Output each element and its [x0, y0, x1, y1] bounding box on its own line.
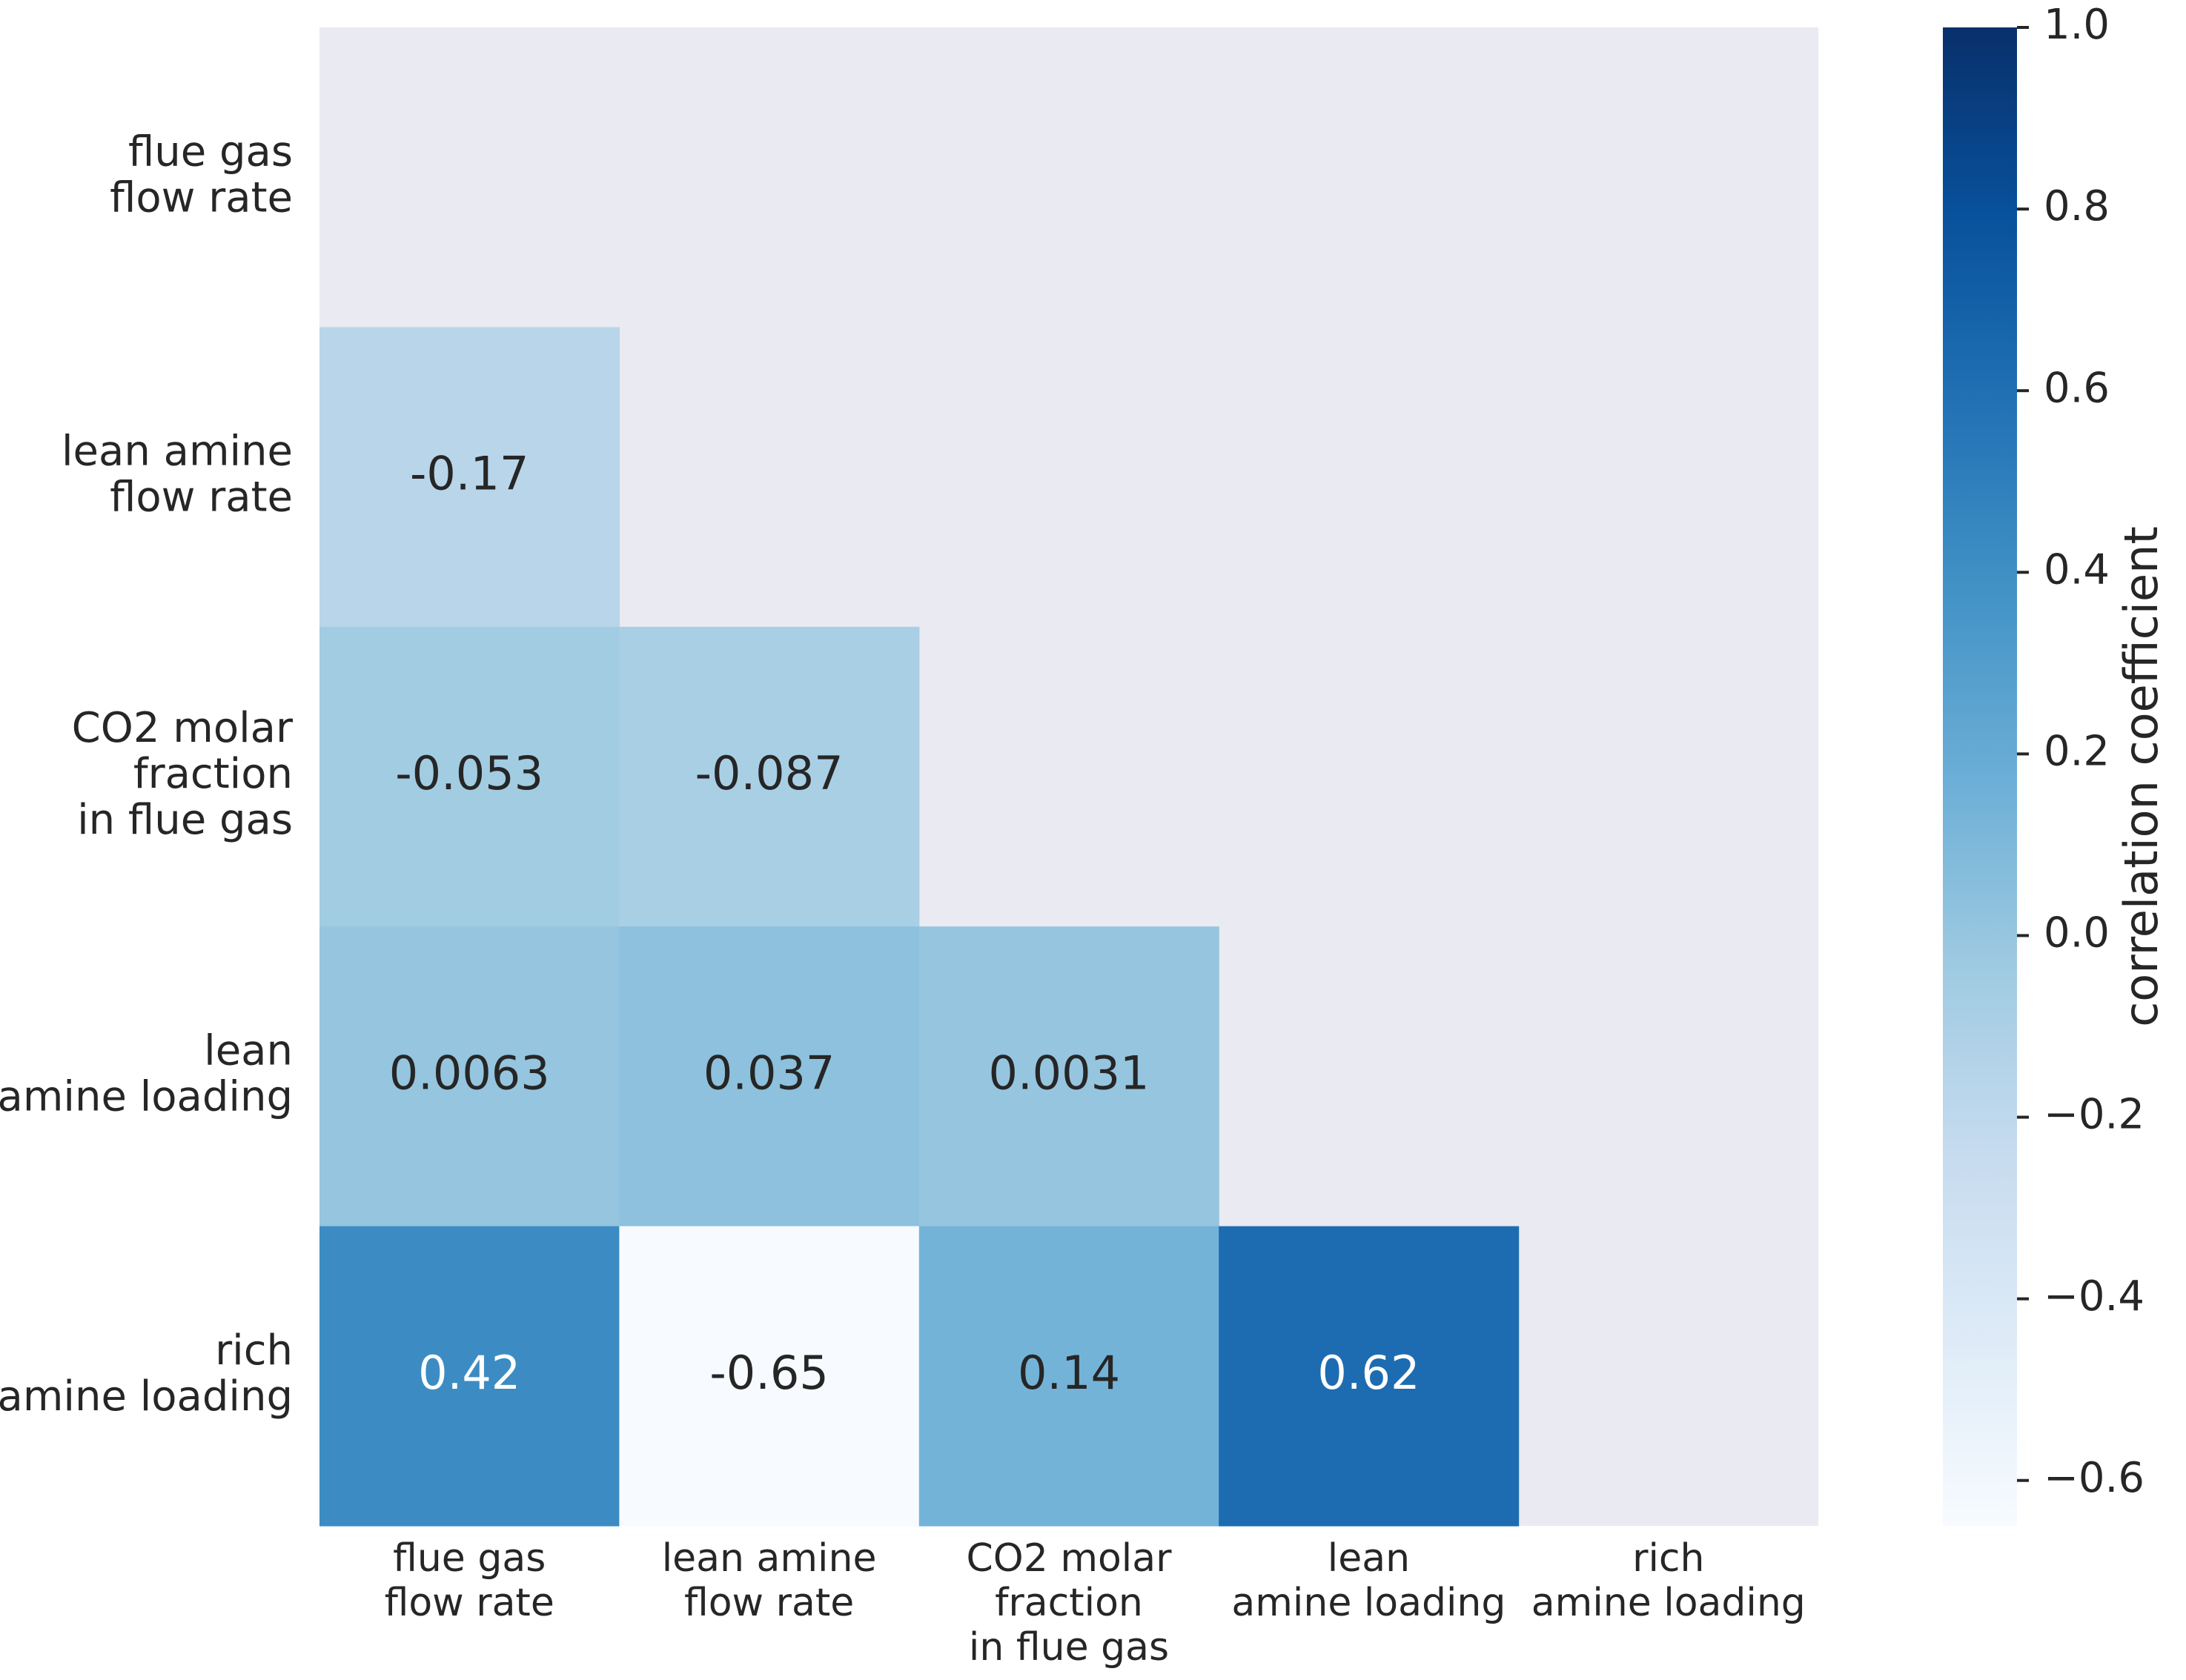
- colorbar-tick-label: −0.2: [2044, 1091, 2144, 1139]
- y-axis-label-line: lean: [204, 1027, 293, 1075]
- y-axis-label-line: flue gas: [128, 127, 293, 176]
- y-axis-label-line: CO2 molar: [72, 704, 294, 752]
- x-axis-label: lean amine flow rate: [662, 1536, 877, 1625]
- heatmap-cell: [319, 327, 620, 628]
- x-axis-label: lean amine loading: [1231, 1536, 1506, 1625]
- y-axis-label: lean amine loading: [0, 1027, 293, 1121]
- colorbar-tick-label: 0.8: [2044, 182, 2110, 230]
- x-axis-label-line: in flue gas: [969, 1625, 1169, 1670]
- x-axis-label-line: flue gas: [393, 1536, 546, 1581]
- x-axis-label-line: lean amine: [662, 1536, 877, 1581]
- x-axis-label: flue gas flow rate: [385, 1536, 554, 1625]
- cell-value-label: 0.14: [1018, 1346, 1120, 1400]
- x-axis-label-line: lean: [1328, 1536, 1410, 1581]
- heatmap-cell: [918, 1226, 1219, 1527]
- x-axis-label-line: amine loading: [1531, 1581, 1806, 1625]
- colorbar-tick-label: 0.6: [2044, 364, 2110, 412]
- heatmap-cells: -0.17 -0.053 -0.087 0.0063 0.037 0.0031 0.42 -0…: [319, 327, 1520, 1527]
- colorbar: −0.6 −0.4 −0.2 0.0 0.2 0.4 0.6 0.8 1.0 correlatio…: [1943, 1, 2168, 1526]
- heatmap-cell: [918, 926, 1219, 1227]
- heatmap-cell: [619, 926, 920, 1227]
- heatmap-cell: [619, 626, 920, 927]
- x-axis-label-line: rich: [1632, 1536, 1704, 1581]
- y-axis-label-line: flow rate: [110, 474, 293, 522]
- y-axis-label: rich amine loading: [0, 1327, 293, 1421]
- y-axis-label-line: fraction: [133, 750, 293, 798]
- heatmap-cell: [319, 626, 620, 927]
- cell-value-label: -0.65: [709, 1346, 828, 1400]
- x-axis-label: CO2 molar fraction in flue gas: [966, 1536, 1172, 1670]
- cell-value-label: 0.037: [703, 1046, 835, 1100]
- heatmap-cell: [1219, 1226, 1520, 1527]
- colorbar-tick-label: 0.2: [2044, 728, 2110, 776]
- heatmap-cell: [619, 1226, 920, 1527]
- x-axis-label-line: flow rate: [385, 1581, 554, 1625]
- y-axis-label-line: lean amine: [62, 428, 293, 476]
- y-axis-label-line: flow rate: [110, 173, 293, 222]
- cell-value-label: 0.0063: [389, 1046, 550, 1100]
- heatmap-cell: [319, 1226, 620, 1527]
- x-axis-label-line: flow rate: [684, 1581, 854, 1625]
- colorbar-gradient: [1943, 27, 2017, 1526]
- cell-value-label: 0.62: [1317, 1346, 1420, 1400]
- x-axis-label-line: CO2 molar: [966, 1536, 1172, 1581]
- colorbar-title: correlation coefficient: [2114, 526, 2168, 1027]
- heatmap-cell: [319, 926, 620, 1227]
- y-axis-label-line: rich: [215, 1327, 293, 1375]
- colorbar-tick-label: 1.0: [2044, 1, 2110, 49]
- y-axis-label: flue gas flow rate: [110, 127, 293, 222]
- cell-value-label: 0.0031: [989, 1046, 1150, 1100]
- y-axis-label: lean amine flow rate: [62, 428, 293, 522]
- x-axis-label-line: amine loading: [1231, 1581, 1506, 1625]
- cell-value-label: -0.17: [410, 447, 529, 501]
- x-axis-label: rich amine loading: [1531, 1536, 1806, 1625]
- y-axis-label-line: amine loading: [0, 1372, 293, 1421]
- y-axis-label-line: in flue gas: [77, 796, 293, 844]
- cell-value-label: -0.053: [395, 746, 543, 800]
- colorbar-tick-label: 0.0: [2044, 909, 2110, 957]
- y-axis-label-line: amine loading: [0, 1073, 293, 1121]
- cell-value-label: -0.087: [695, 746, 844, 800]
- cell-value-label: 0.42: [418, 1346, 520, 1400]
- colorbar-tick-label: −0.6: [2044, 1454, 2144, 1502]
- x-axis-label-line: fraction: [995, 1581, 1143, 1625]
- colorbar-tick-label: 0.4: [2044, 545, 2110, 594]
- colorbar-tick-label: −0.4: [2044, 1272, 2144, 1321]
- y-axis-label: CO2 molar fraction in flue gas: [72, 704, 294, 844]
